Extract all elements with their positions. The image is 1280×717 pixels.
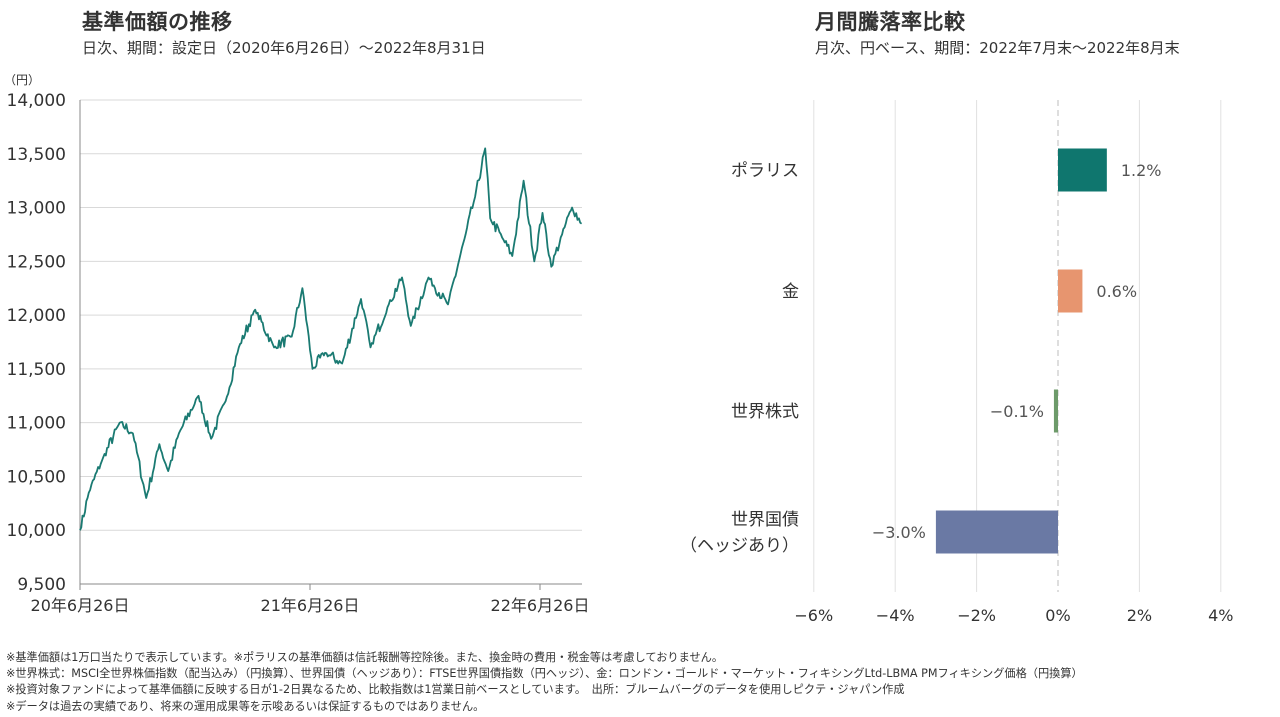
bar-chart-x-tick-label: 2% [1127, 606, 1152, 625]
bar [1053, 389, 1058, 433]
line-chart-y-tick-labels: 9,500 10,000 10,500 11,000 11,500 12,000 12,50… [7, 91, 66, 595]
line-chart-y-tick-label: 13,500 [7, 145, 66, 165]
bar-category-label-line: （ヘッジあり） [680, 536, 799, 556]
line-chart-gridlines [80, 99, 582, 531]
bar-value-label: 0.6% [1096, 282, 1137, 301]
bar-category-label-line: 世界国債 [731, 510, 799, 530]
bar-chart-x-tick-label: 4% [1208, 606, 1233, 625]
line-chart-y-tick-label: 10,000 [7, 521, 66, 541]
bar-chart-x-tick-label: −4% [876, 606, 915, 625]
bar-chart-x-tick-labels: −6% −4% −2% 0% 2% 4% [794, 606, 1233, 625]
footnote: ※データは過去の実績であり、将来の運用成果等を示唆あるいは保証するものではありま… [6, 699, 485, 713]
nav-line [79, 147, 583, 531]
line-chart-x-tick-label: 22年6月26日 [491, 596, 590, 615]
line-chart-y-tick-label: 12,500 [7, 252, 66, 272]
line-chart-title: 基準価額の推移 [82, 10, 233, 34]
bar-chart-subtitle: 月次、円ベース、期間：2022年7月末～2022年8月末 [815, 39, 1180, 57]
footnotes: ※基準価額は1万口当たりで表示しています。※ポラリスの基準価額は信託報酬等控除後… [6, 650, 1276, 715]
bar-category-label-line: ポラリス [731, 161, 799, 181]
bar-value-label: −0.1% [990, 402, 1044, 421]
bar-chart-x-tick-label: 0% [1045, 606, 1070, 625]
bar-category-label-line: 金 [782, 282, 799, 302]
line-chart-x-tick-label: 20年6月26日 [31, 596, 130, 615]
bar-category-label: 世界国債 （ヘッジあり） [680, 510, 799, 556]
bar-chart-bars [935, 148, 1107, 554]
bar-value-label: 1.2% [1121, 161, 1162, 180]
line-chart-y-tick-label: 10,500 [7, 467, 66, 487]
bar-chart-value-labels: 1.2% 0.6% −0.1% −3.0% [872, 161, 1162, 542]
bar-category-label-line: 世界株式 [731, 402, 799, 422]
bar [1058, 269, 1083, 313]
bar-category-label: ポラリス [731, 161, 799, 181]
bar-category-label: 世界株式 [731, 402, 799, 422]
line-chart-y-tick-label: 13,000 [7, 199, 66, 219]
line-chart-x-tick-labels: 20年6月26日 21年6月26日 22年6月26日 [31, 596, 590, 615]
line-chart-series [79, 147, 583, 531]
bar [1058, 148, 1107, 192]
line-chart-y-axis-unit: （円） [4, 73, 40, 87]
bar-chart-x-tick-label: −6% [794, 606, 833, 625]
bar-chart-title: 月間騰落率比較 [815, 10, 966, 34]
bar-value-label: −3.0% [872, 523, 926, 542]
bar-category-label: 金 [782, 282, 799, 302]
footnote: ※世界株式：MSCI全世界株価指数（配当込み）（円換算）、世界国債（ヘッジあり）… [6, 667, 1083, 681]
bar [935, 510, 1058, 554]
line-chart-y-tick-label: 11,500 [7, 360, 66, 380]
line-chart-x-tick-label: 21年6月26日 [261, 596, 360, 615]
nav-line-chart: 9,500 10,000 10,500 11,000 11,500 12,000 12,50… [4, 73, 590, 615]
footnote: ※基準価額は1万口当たりで表示しています。※ポラリスの基準価額は信託報酬等控除後… [6, 651, 724, 664]
line-chart-y-tick-label: 11,000 [7, 414, 66, 434]
line-chart-y-tick-label: 9,500 [17, 575, 66, 595]
line-chart-y-tick-label: 12,000 [7, 306, 66, 326]
line-chart-subtitle: 日次、期間：設定日（2020年6月26日）～2022年8月31日 [82, 39, 486, 57]
footnote: ※投資対象ファンドによって基準価額に反映する日が1-2日異なるため、比較指数は1… [6, 683, 905, 697]
line-chart-axes [79, 100, 582, 590]
bar-chart-x-tick-label: −2% [957, 606, 996, 625]
line-chart-y-tick-label: 14,000 [7, 91, 66, 111]
